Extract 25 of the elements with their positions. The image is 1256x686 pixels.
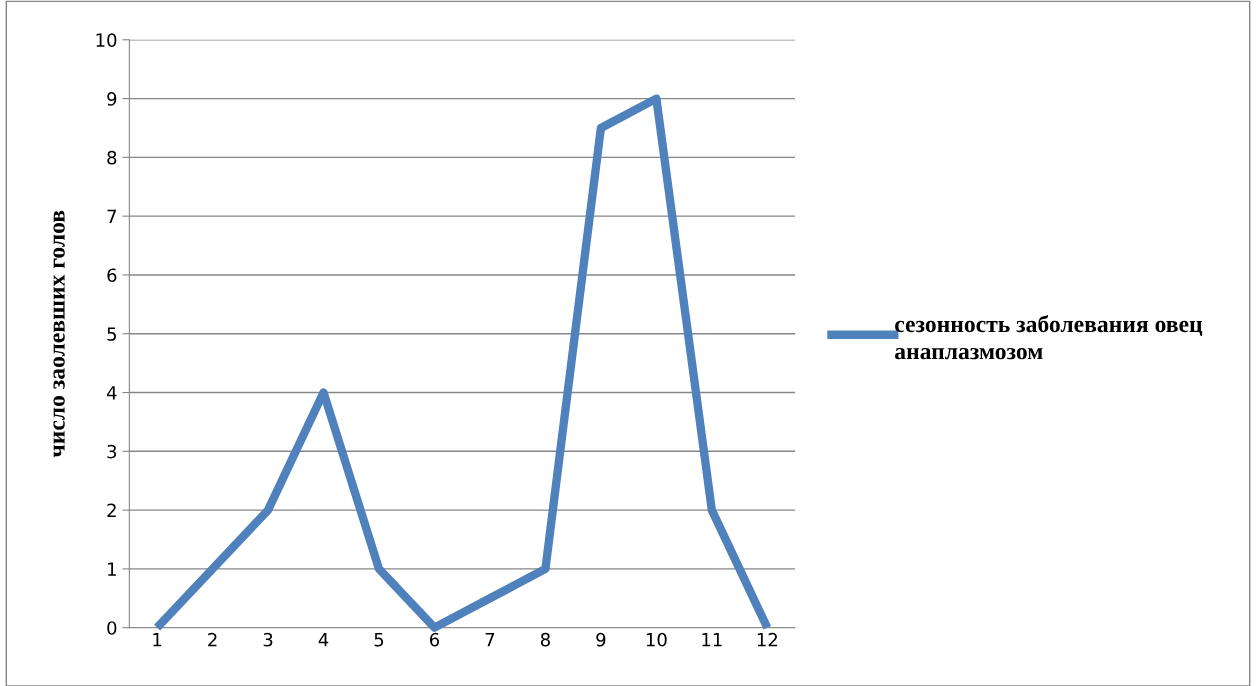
y-tick-label: 1 — [108, 562, 116, 576]
x-tick-label: 4 — [318, 633, 329, 647]
y-tick-label: 9 — [107, 92, 117, 106]
y-tick-label: 4 — [106, 386, 117, 400]
y-tick-label: 6 — [107, 268, 117, 283]
x-tick-label: 9 — [596, 632, 606, 647]
x-tick-label: 5 — [374, 633, 384, 647]
y-tick-label: 5 — [107, 327, 116, 341]
y-tick-label: 7 — [107, 209, 117, 224]
y-axis-title: число заолевших голов — [53, 210, 65, 458]
x-tick-label: 12 — [757, 632, 777, 647]
y-tick-label: 10 — [96, 33, 117, 47]
x-tick-label: 6 — [429, 632, 440, 647]
x-tick-label: 10 — [646, 632, 667, 647]
y-tick-label: 2 — [107, 503, 116, 517]
x-tick-label: 7 — [485, 633, 495, 647]
legend-label: сезонность заболевания овец анаплазмозом — [895, 315, 1203, 360]
x-tick-label: 2 — [208, 632, 217, 647]
x-tick-label: 3 — [263, 632, 273, 647]
y-tick-label: 0 — [107, 621, 117, 635]
x-tick-label: 1 — [153, 633, 162, 647]
y-tick-label: 8 — [107, 150, 117, 165]
x-tick-label: 11 — [702, 633, 722, 647]
x-tick-label: 8 — [540, 632, 550, 647]
y-tick-label: 3 — [107, 444, 117, 459]
